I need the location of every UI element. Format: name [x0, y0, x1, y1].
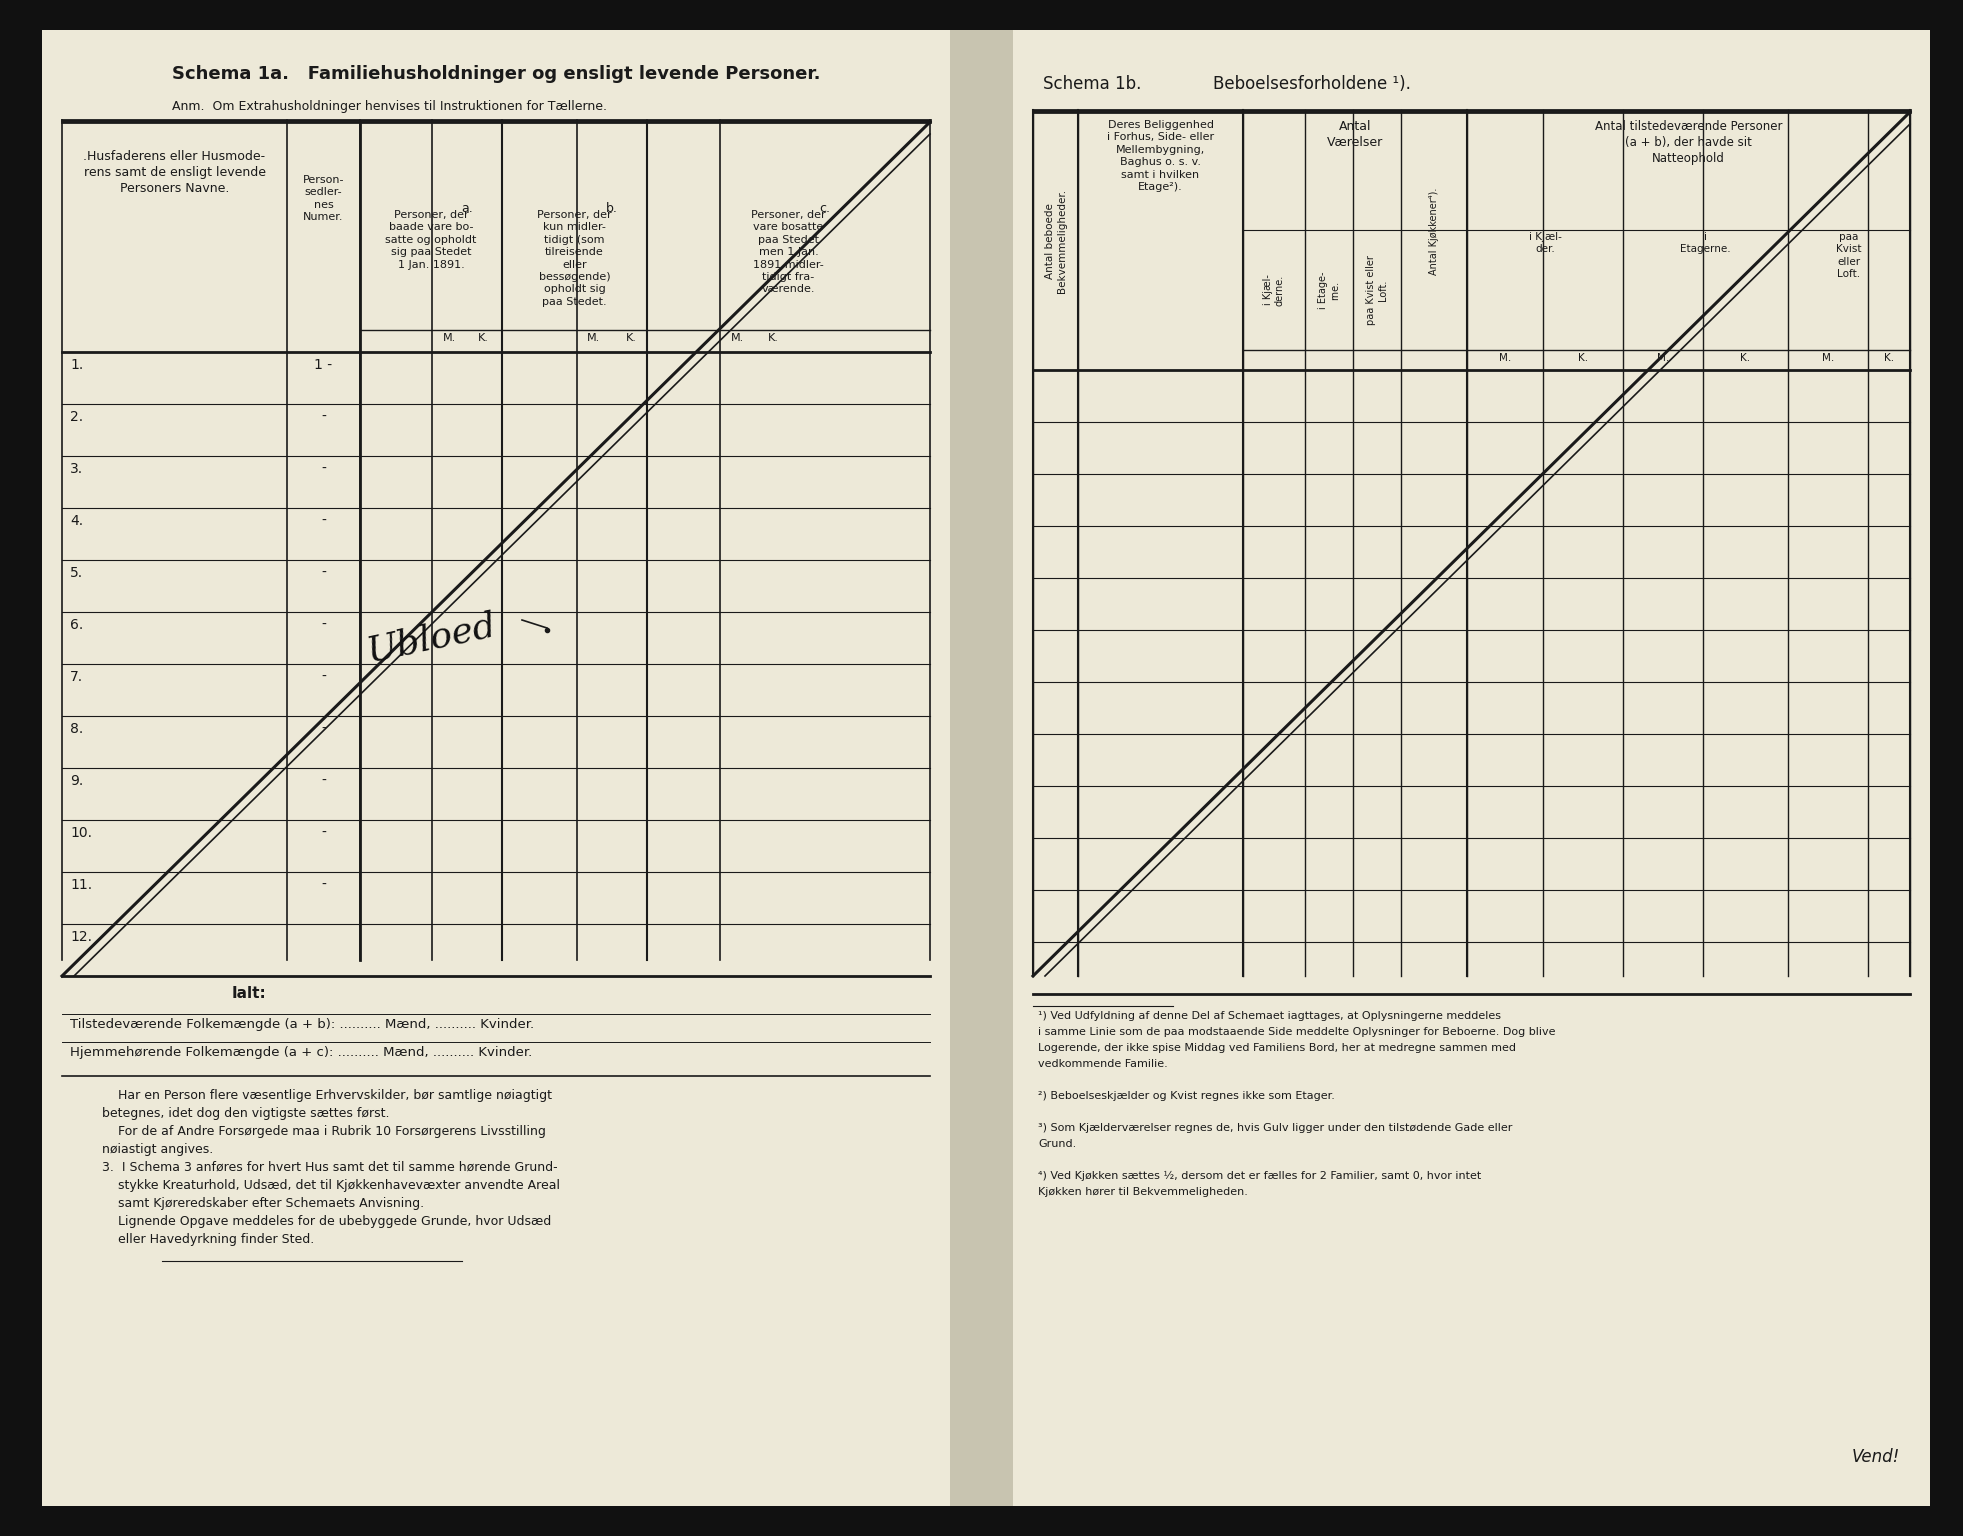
Text: .Husfaderens eller Husmode-
rens samt de ensligt levende
Personers Navne.: .Husfaderens eller Husmode- rens samt de…	[84, 151, 265, 195]
Text: a.: a.	[461, 203, 473, 215]
Text: -: -	[322, 410, 326, 424]
Text: K.: K.	[1741, 353, 1751, 362]
Text: Beboelsesforholdene ¹).: Beboelsesforholdene ¹).	[1213, 75, 1411, 94]
Text: -: -	[322, 515, 326, 528]
Text: 9.: 9.	[71, 774, 82, 788]
Text: betegnes, idet dog den vigtigste sættes først.: betegnes, idet dog den vigtigste sættes …	[102, 1107, 389, 1120]
Text: stykke Kreaturhold, Udsæd, det til Kjøkkenhavevæxter anvendte Areal: stykke Kreaturhold, Udsæd, det til Kjøkk…	[102, 1180, 559, 1192]
Text: Person-
sedler-
nes
Numer.: Person- sedler- nes Numer.	[302, 175, 344, 223]
Text: 10.: 10.	[71, 826, 92, 840]
Text: Tilstedeværende Folkemængde (a + b): .......... Mænd, .......... Kvinder.: Tilstedeværende Folkemængde (a + b): ...…	[71, 1018, 534, 1031]
Text: Antal beboede
Bekvemmeligheder.: Antal beboede Bekvemmeligheder.	[1044, 189, 1066, 293]
Text: -: -	[322, 722, 326, 736]
Text: 7.: 7.	[71, 670, 82, 684]
Text: 8.: 8.	[71, 722, 82, 736]
Text: M.: M.	[1500, 353, 1512, 362]
Text: 12.: 12.	[71, 929, 92, 945]
Text: Deres Beliggenhed
i Forhus, Side- eller
Mellembygning,
Baghus o. s. v.
samt i hv: Deres Beliggenhed i Forhus, Side- eller …	[1107, 120, 1213, 192]
Text: Ialt:: Ialt:	[232, 986, 267, 1001]
Text: Kjøkken hører til Bekvemmeligheden.: Kjøkken hører til Bekvemmeligheden.	[1038, 1187, 1248, 1197]
Text: vedkommende Familie.: vedkommende Familie.	[1038, 1058, 1168, 1069]
Text: i Kjæl-
der.: i Kjæl- der.	[1529, 232, 1561, 255]
Text: Personer, der
baade vare bo-
satte og opholdt
sig paa Stedet
1 Jan. 1891.: Personer, der baade vare bo- satte og op…	[385, 210, 477, 270]
Text: i Kjæl-
derne.: i Kjæl- derne.	[1264, 275, 1286, 306]
Text: K.: K.	[1884, 353, 1894, 362]
Text: -: -	[322, 462, 326, 476]
Text: -: -	[322, 826, 326, 840]
Bar	[41, 31, 950, 1505]
Text: Personer, der
vare bosatte
paa Stedet
men 1 Jan.
1891 midler-
tidigt fra-
værend: Personer, der vare bosatte paa Stedet me…	[752, 210, 826, 295]
Text: Antal Kjøkkener⁴).: Antal Kjøkkener⁴).	[1429, 187, 1439, 275]
Text: ⁴) Ved Kjøkken sættes ½, dersom det er fælles for 2 Familier, samt 0, hvor intet: ⁴) Ved Kjøkken sættes ½, dersom det er f…	[1038, 1170, 1482, 1181]
Text: i samme Linie som de paa modstaaende Side meddelte Oplysninger for Beboerne. Dog: i samme Linie som de paa modstaaende Sid…	[1038, 1028, 1555, 1037]
Text: M.: M.	[730, 333, 744, 343]
Text: Hjemmehørende Folkemængde (a + c): .......... Mænd, .......... Kvinder.: Hjemmehørende Folkemængde (a + c): .....…	[71, 1046, 532, 1058]
Text: -: -	[322, 670, 326, 684]
Text: samt Kjøreredskaber efter Schemaets Anvisning.: samt Kjøreredskaber efter Schemaets Anvi…	[102, 1197, 424, 1210]
Text: Logerende, der ikke spise Middag ved Familiens Bord, her at medregne sammen med: Logerende, der ikke spise Middag ved Fam…	[1038, 1043, 1515, 1054]
Text: ³) Som Kjælderværelser regnes de, hvis Gulv ligger under den tilstødende Gade el: ³) Som Kjælderværelser regnes de, hvis G…	[1038, 1123, 1512, 1134]
Text: Grund.: Grund.	[1038, 1140, 1076, 1149]
Text: 5.: 5.	[71, 565, 82, 581]
Text: -: -	[322, 879, 326, 892]
Text: 4.: 4.	[71, 515, 82, 528]
Text: Lignende Opgave meddeles for de ubebyggede Grunde, hvor Udsæd: Lignende Opgave meddeles for de ubebygge…	[102, 1215, 552, 1227]
Text: Antal
Værelser: Antal Værelser	[1327, 120, 1384, 149]
Text: 3.: 3.	[71, 462, 82, 476]
Text: Har en Person flere væsentlige Erhvervskilder, bør samtlige nøiagtigt: Har en Person flere væsentlige Erhvervsk…	[102, 1089, 552, 1101]
Text: 6.: 6.	[71, 617, 82, 631]
Text: M.: M.	[1822, 353, 1833, 362]
Text: 2.: 2.	[71, 410, 82, 424]
Text: Vend!: Vend!	[1851, 1448, 1900, 1465]
Text: Antal tilstedeværende Personer
(a + b), der havde sit
Natteophold: Antal tilstedeværende Personer (a + b), …	[1594, 120, 1782, 164]
Text: nøiastigt angives.: nøiastigt angives.	[102, 1143, 214, 1157]
Text: 1 -: 1 -	[314, 358, 332, 372]
Text: eller Havedyrkning finder Sted.: eller Havedyrkning finder Sted.	[102, 1233, 314, 1246]
Text: paa
Kvist
eller
Loft.: paa Kvist eller Loft.	[1835, 232, 1861, 280]
Bar	[1013, 31, 1930, 1505]
Text: For de af Andre Forsørgede maa i Rubrik 10 Forsørgerens Livsstilling: For de af Andre Forsørgede maa i Rubrik …	[102, 1124, 546, 1138]
Text: M.: M.	[587, 333, 601, 343]
Bar	[950, 31, 1013, 1505]
Text: M.: M.	[1657, 353, 1669, 362]
Text: Schema 1b.: Schema 1b.	[1042, 75, 1141, 94]
Text: c.: c.	[819, 203, 830, 215]
Text: Anm.  Om Extrahusholdninger henvises til Instruktionen for Tællerne.: Anm. Om Extrahusholdninger henvises til …	[173, 100, 607, 114]
Text: K.: K.	[477, 333, 489, 343]
Text: Ubloed: Ubloed	[365, 608, 501, 668]
Text: K.: K.	[626, 333, 636, 343]
Text: ²) Beboelseskjælder og Kvist regnes ikke som Etager.: ²) Beboelseskjælder og Kvist regnes ikke…	[1038, 1091, 1335, 1101]
Text: i Etage-
rne.: i Etage- rne.	[1319, 272, 1341, 309]
Text: b.: b.	[607, 203, 618, 215]
Text: Schema 1a.   Familiehusholdninger og ensligt levende Personer.: Schema 1a. Familiehusholdninger og ensli…	[173, 65, 821, 83]
Text: 3.  I Schema 3 anføres for hvert Hus samt det til samme hørende Grund-: 3. I Schema 3 anføres for hvert Hus samt…	[102, 1161, 557, 1174]
Text: paa Kvist eller
Loft.: paa Kvist eller Loft.	[1366, 255, 1388, 326]
Text: M.: M.	[442, 333, 455, 343]
Text: 11.: 11.	[71, 879, 92, 892]
Text: K.: K.	[768, 333, 779, 343]
Text: Personer, der
kun midler-
tidigt (som
tilreisende
eller
bessøgende)
opholdt sig
: Personer, der kun midler- tidigt (som ti…	[538, 210, 612, 307]
Text: K.: K.	[1578, 353, 1588, 362]
Text: i
Etagerne.: i Etagerne.	[1680, 232, 1731, 255]
Text: -: -	[322, 565, 326, 581]
Text: -: -	[322, 617, 326, 631]
Text: ¹) Ved Udfyldning af denne Del af Schemaet iagttages, at Oplysningerne meddeles: ¹) Ved Udfyldning af denne Del af Schema…	[1038, 1011, 1502, 1021]
Text: 1.: 1.	[71, 358, 82, 372]
Text: -: -	[322, 774, 326, 788]
